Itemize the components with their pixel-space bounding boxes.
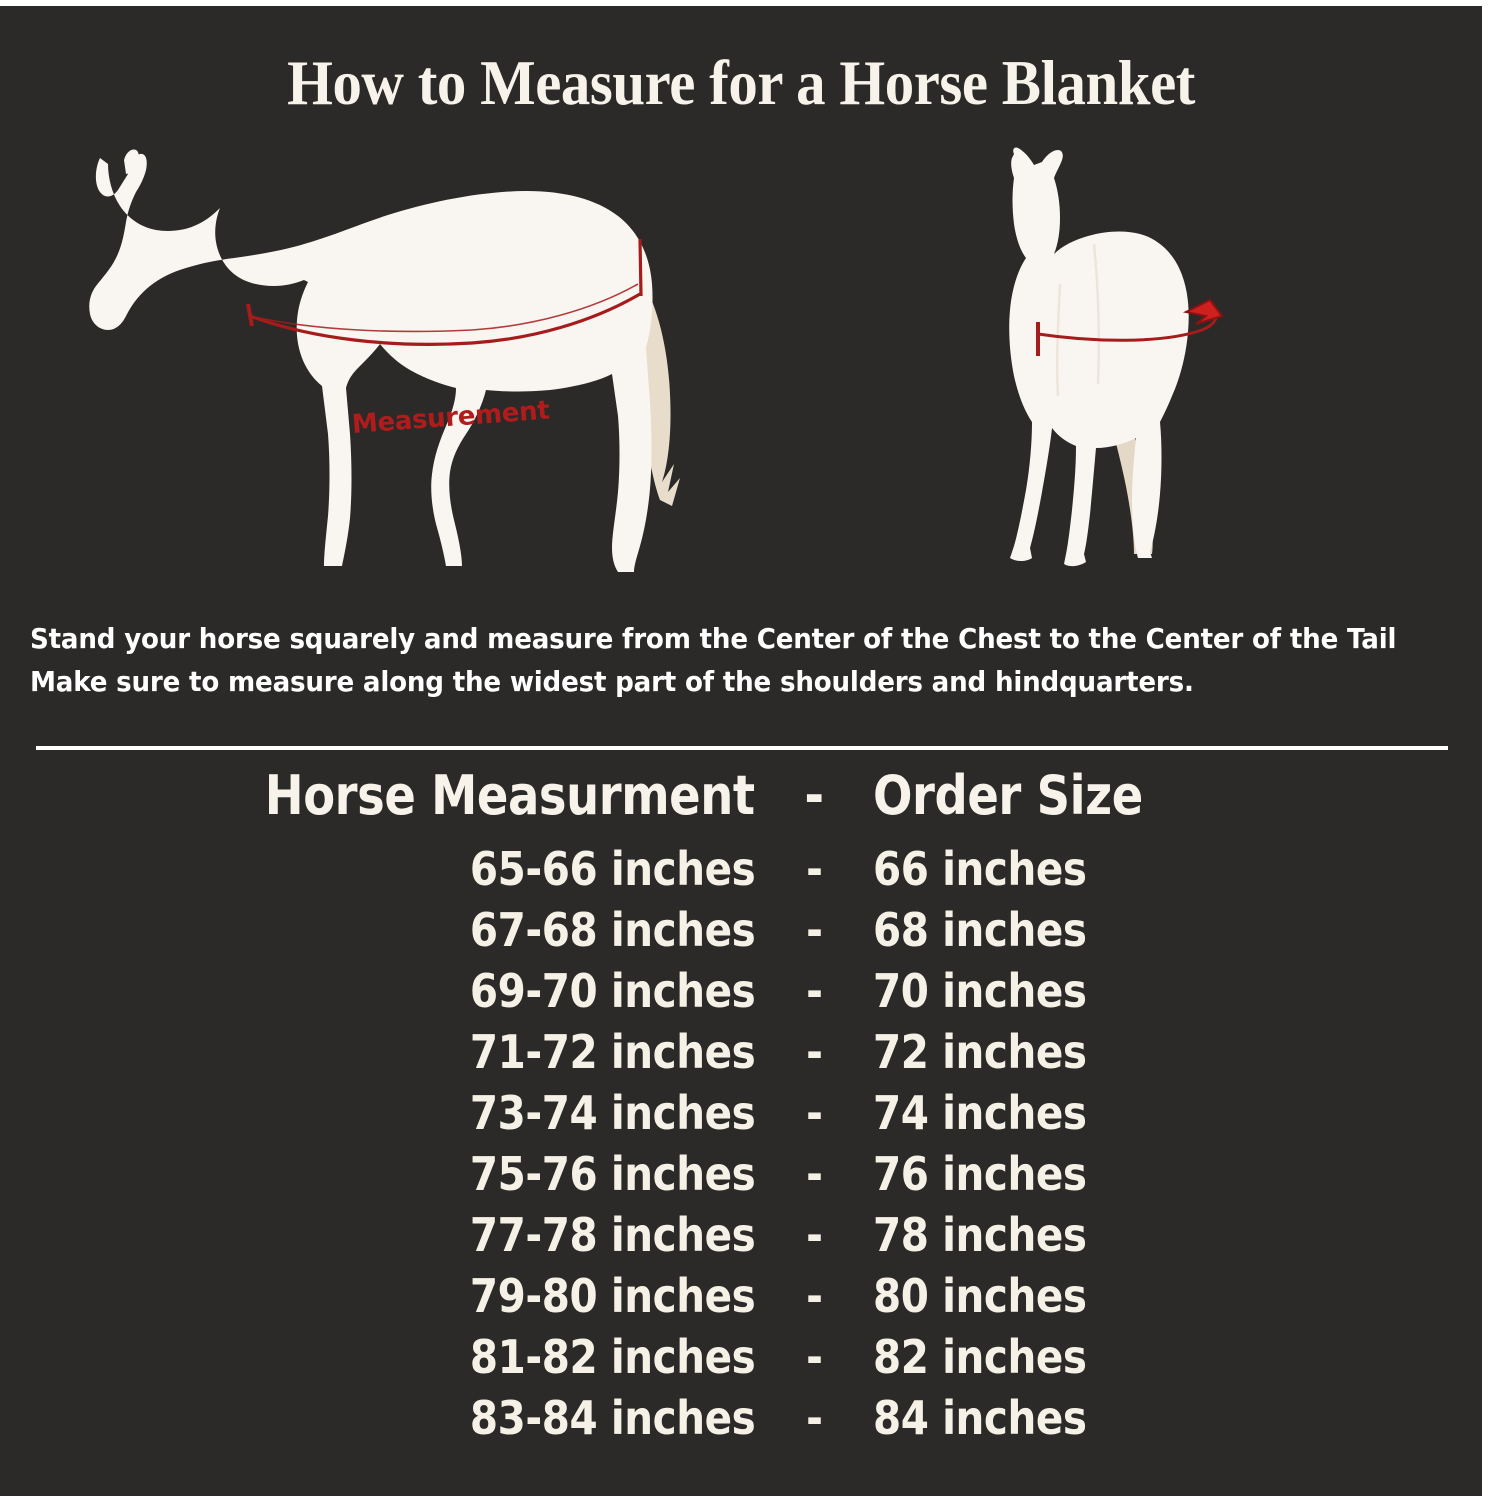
measurement-line-lower [249,283,639,333]
instructions-block: Stand your horse squarely and measure fr… [30,618,1397,703]
table-row: 69-70 inches - 70 inches [0,964,1482,1025]
header-measurement-label: Horse Measurment [265,764,755,827]
measurement-tick-front [246,303,254,327]
page-title: How to Measure for a Horse Blanket [287,47,1195,118]
row-measurement: 77-78 inches [0,1208,756,1262]
row-measurement: 69-70 inches [0,964,756,1018]
row-order-value: 80 inches [873,1269,1087,1323]
row-dash-value: - [805,903,823,957]
row-measurement: 81-82 inches [0,1330,756,1384]
row-order-value: 66 inches [873,842,1087,896]
row-dash: - [755,1086,873,1140]
illustration-group: Measurement [0,134,1482,604]
row-measurement-value: 77-78 inches [469,1208,756,1262]
instructions-line-1: Stand your horse squarely and measure fr… [30,623,1397,655]
row-measurement-value: 75-76 inches [469,1147,756,1201]
header-dash-label: - [804,764,824,827]
horse-side-view [62,134,702,594]
row-dash-value: - [805,964,823,1018]
row-measurement: 83-84 inches [0,1391,756,1445]
row-dash: - [755,903,873,957]
row-dash: - [755,1330,873,1384]
row-order-value: 78 inches [873,1208,1087,1262]
row-order: 68 inches [873,903,1433,957]
row-measurement-value: 79-80 inches [469,1269,756,1323]
row-measurement-value: 67-68 inches [469,903,756,957]
row-dash-value: - [805,1330,823,1384]
row-measurement-value: 65-66 inches [469,842,756,896]
row-dash: - [755,1391,873,1445]
table-row: 71-72 inches - 72 inches [0,1025,1482,1086]
table-row: 79-80 inches - 80 inches [0,1269,1482,1330]
table-row: 83-84 inches - 84 inches [0,1391,1482,1452]
row-measurement-value: 71-72 inches [469,1025,756,1079]
row-order-value: 70 inches [873,964,1087,1018]
row-dash-value: - [805,1086,823,1140]
row-order: 70 inches [873,964,1433,1018]
table-row: 73-74 inches - 74 inches [0,1086,1482,1147]
table-row: 65-66 inches - 66 inches [0,842,1482,903]
row-dash-value: - [805,1208,823,1262]
row-measurement: 71-72 inches [0,1025,756,1079]
row-order-value: 68 inches [873,903,1087,957]
row-order-value: 82 inches [873,1330,1087,1384]
row-dash: - [755,1147,873,1201]
header-cell-measurement: Horse Measurment [0,764,755,827]
measurement-line [249,292,641,346]
row-dash: - [755,1208,873,1262]
row-measurement: 79-80 inches [0,1269,756,1323]
row-measurement: 65-66 inches [0,842,756,896]
row-dash: - [755,842,873,896]
row-measurement: 67-68 inches [0,903,756,957]
horse-body-shape [89,153,653,572]
row-dash-value: - [805,842,823,896]
row-order-value: 76 inches [873,1147,1087,1201]
row-order: 74 inches [873,1086,1433,1140]
table-row: 77-78 inches - 78 inches [0,1208,1482,1269]
row-dash: - [755,964,873,1018]
row-order: 76 inches [873,1147,1433,1201]
measurement-arrow-head [1182,298,1224,325]
row-measurement-value: 83-84 inches [469,1391,756,1445]
row-order: 72 inches [873,1025,1433,1079]
header-order-label: Order Size [873,764,1143,827]
row-measurement: 75-76 inches [0,1147,756,1201]
row-order: 84 inches [873,1391,1433,1445]
row-dash: - [755,1269,873,1323]
row-measurement-value: 81-82 inches [469,1330,756,1384]
row-order: 78 inches [873,1208,1433,1262]
table-header-row: Horse Measurment - Order Size [0,764,1482,842]
row-order-value: 74 inches [873,1086,1087,1140]
row-dash-value: - [805,1391,823,1445]
horse-rear-view [962,134,1262,594]
size-chart-table: Horse Measurment - Order Size 65-66 inch… [0,764,1482,1452]
table-row: 67-68 inches - 68 inches [0,903,1482,964]
instructions-line-2: Make sure to measure along the widest pa… [30,665,1194,698]
measurement-tick-rear [638,238,643,297]
horse-ear-notch [124,149,139,174]
row-dash: - [755,1025,873,1079]
row-measurement-value: 73-74 inches [469,1086,756,1140]
row-order: 82 inches [873,1330,1433,1384]
row-order-value: 84 inches [873,1391,1087,1445]
row-measurement: 73-74 inches [0,1086,756,1140]
horse-rear-shading-2 [1055,283,1062,397]
row-dash-value: - [805,1025,823,1079]
header-cell-order: Order Size [873,764,1433,827]
row-measurement-value: 69-70 inches [469,964,756,1018]
table-row: 75-76 inches - 76 inches [0,1147,1482,1208]
table-row: 81-82 inches - 82 inches [0,1330,1482,1391]
row-order-value: 72 inches [873,1025,1087,1079]
section-divider [36,746,1448,750]
horse-rear-shading [1092,243,1100,385]
chart-background: How to Measure for a Horse Blanket [0,6,1482,1496]
row-order: 80 inches [873,1269,1433,1323]
row-dash-value: - [805,1269,823,1323]
row-dash-value: - [805,1147,823,1201]
row-order: 66 inches [873,842,1433,896]
header-cell-dash: - [755,764,873,827]
